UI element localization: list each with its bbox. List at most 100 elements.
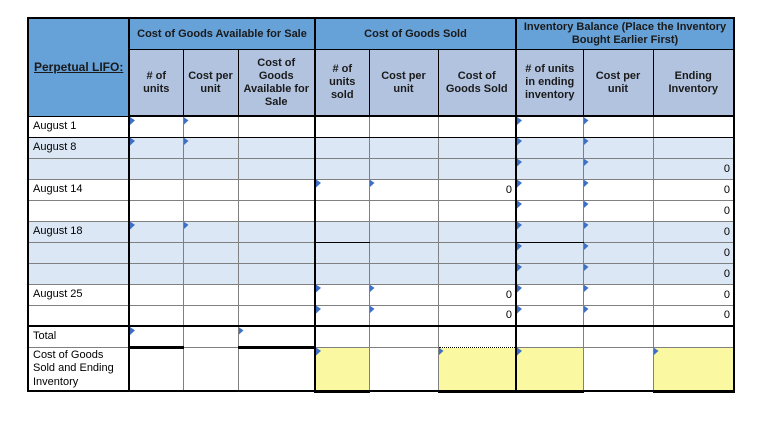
grid-cell-r4-c5[interactable] (314, 178, 370, 201)
grid-cell-r2-c4[interactable] (237, 136, 316, 159)
grid-cell-r3-c2[interactable] (128, 157, 184, 180)
grid-cell-r8-c9[interactable] (582, 262, 654, 285)
grid-cell-r2-c2[interactable] (128, 136, 184, 159)
grid-cell-r10-c4[interactable] (237, 304, 316, 327)
grid-cell-r9-c5[interactable] (314, 283, 370, 306)
grid-cell-r6-c8[interactable] (515, 220, 584, 243)
grid-cell-r1-c9[interactable] (582, 115, 654, 138)
grid-cell-r1-c4[interactable] (237, 115, 316, 138)
grid-cell-r2-c10[interactable] (652, 136, 735, 159)
grid-cell-r1-c2[interactable] (128, 115, 184, 138)
grid-cell-r11-c7[interactable] (437, 325, 517, 348)
grid-cell-r1-c8[interactable] (515, 115, 584, 138)
grid-cell-r8-c2[interactable] (128, 262, 184, 285)
grid-cell-r11-c8[interactable] (515, 325, 584, 348)
grid-cell-r2-c8[interactable] (515, 136, 584, 159)
grid-cell-r6-c9[interactable] (582, 220, 654, 243)
grid-cell-r1-c6[interactable] (368, 115, 439, 138)
grid-cell-r9-c2[interactable] (128, 283, 184, 306)
grid-cell-r3-c3[interactable] (182, 157, 239, 180)
grid-cell-r11-c3[interactable] (182, 325, 239, 348)
grid-cell-r10-c6[interactable] (368, 304, 439, 327)
grid-cell-r3-c4[interactable] (237, 157, 316, 180)
grid-cell-r7-c10[interactable]: 0 (652, 241, 735, 264)
grid-cell-r5-c2[interactable] (128, 199, 184, 222)
grid-cell-r2-c5[interactable] (314, 136, 370, 159)
grid-cell-r6-c6[interactable] (368, 220, 439, 243)
grid-cell-r6-c3[interactable] (182, 220, 239, 243)
grid-cell-r9-c3[interactable] (182, 283, 239, 306)
grid-cell-r1-c7[interactable] (437, 115, 517, 138)
grid-cell-r4-c9[interactable] (582, 178, 654, 201)
grid-cell-r12-c9[interactable] (582, 346, 654, 392)
grid-cell-r9-c8[interactable] (515, 283, 584, 306)
grid-cell-r5-c8[interactable] (515, 199, 584, 222)
grid-cell-r12-c10[interactable] (652, 346, 735, 393)
grid-cell-r8-c8[interactable] (515, 262, 584, 285)
grid-cell-r7-c3[interactable] (182, 241, 239, 264)
grid-cell-r12-c5[interactable] (314, 346, 370, 393)
grid-cell-r4-c10[interactable]: 0 (652, 178, 735, 201)
grid-cell-r5-c5[interactable] (314, 199, 370, 222)
grid-cell-r11-c2[interactable] (128, 325, 184, 349)
grid-cell-r7-c8[interactable] (515, 241, 584, 264)
grid-cell-r7-c6[interactable] (368, 241, 439, 264)
grid-cell-r9-c10[interactable]: 0 (652, 283, 735, 306)
grid-cell-r9-c6[interactable] (368, 283, 439, 306)
grid-cell-r12-c3[interactable] (182, 346, 239, 392)
grid-cell-r8-c10[interactable]: 0 (652, 262, 735, 285)
grid-cell-r5-c6[interactable] (368, 199, 439, 222)
grid-cell-r8-c6[interactable] (368, 262, 439, 285)
grid-cell-r9-c4[interactable] (237, 283, 316, 306)
grid-cell-r7-c9[interactable] (582, 241, 654, 264)
grid-cell-r10-c5[interactable] (314, 304, 370, 327)
grid-cell-r11-c4[interactable] (237, 325, 316, 349)
grid-cell-r4-c3[interactable] (182, 178, 239, 201)
grid-cell-r11-c5[interactable] (314, 325, 370, 348)
grid-cell-r2-c7[interactable] (437, 136, 517, 159)
grid-cell-r12-c4[interactable] (237, 346, 316, 392)
grid-cell-r4-c6[interactable] (368, 178, 439, 201)
grid-cell-r3-c7[interactable] (437, 157, 517, 180)
grid-cell-r7-c7[interactable] (437, 241, 517, 264)
grid-cell-r8-c4[interactable] (237, 262, 316, 285)
grid-cell-r3-c10[interactable]: 0 (652, 157, 735, 180)
grid-cell-r1-c3[interactable] (182, 115, 239, 138)
grid-cell-r11-c10[interactable] (652, 325, 735, 348)
grid-cell-r10-c2[interactable] (128, 304, 184, 327)
grid-cell-r4-c8[interactable] (515, 178, 584, 201)
grid-cell-r5-c10[interactable]: 0 (652, 199, 735, 222)
grid-cell-r7-c2[interactable] (128, 241, 184, 264)
grid-cell-r1-c10[interactable] (652, 115, 735, 138)
grid-cell-r12-c7[interactable] (437, 346, 517, 393)
grid-cell-r2-c3[interactable] (182, 136, 239, 159)
grid-cell-r10-c8[interactable] (515, 304, 584, 327)
grid-cell-r8-c7[interactable] (437, 262, 517, 285)
grid-cell-r6-c10[interactable]: 0 (652, 220, 735, 243)
grid-cell-r3-c9[interactable] (582, 157, 654, 180)
grid-cell-r1-c5[interactable] (314, 115, 370, 138)
grid-cell-r11-c9[interactable] (582, 325, 654, 348)
grid-cell-r10-c9[interactable] (582, 304, 654, 327)
grid-cell-r4-c4[interactable] (237, 178, 316, 201)
grid-cell-r3-c6[interactable] (368, 157, 439, 180)
grid-cell-r5-c3[interactable] (182, 199, 239, 222)
grid-cell-r9-c9[interactable] (582, 283, 654, 306)
grid-cell-r11-c6[interactable] (368, 325, 439, 348)
grid-cell-r2-c9[interactable] (582, 136, 654, 159)
grid-cell-r4-c7[interactable]: 0 (437, 178, 517, 201)
grid-cell-r6-c5[interactable] (314, 220, 370, 243)
grid-cell-r12-c2[interactable] (128, 346, 184, 392)
grid-cell-r10-c3[interactable] (182, 304, 239, 327)
grid-cell-r10-c10[interactable]: 0 (652, 304, 735, 327)
grid-cell-r6-c2[interactable] (128, 220, 184, 243)
grid-cell-r5-c7[interactable] (437, 199, 517, 222)
grid-cell-r6-c4[interactable] (237, 220, 316, 243)
grid-cell-r6-c7[interactable] (437, 220, 517, 243)
grid-cell-r8-c5[interactable] (314, 262, 370, 285)
grid-cell-r3-c5[interactable] (314, 157, 370, 180)
grid-cell-r3-c8[interactable] (515, 157, 584, 180)
grid-cell-r8-c3[interactable] (182, 262, 239, 285)
grid-cell-r12-c8[interactable] (515, 346, 584, 393)
grid-cell-r12-c6[interactable] (368, 346, 439, 392)
